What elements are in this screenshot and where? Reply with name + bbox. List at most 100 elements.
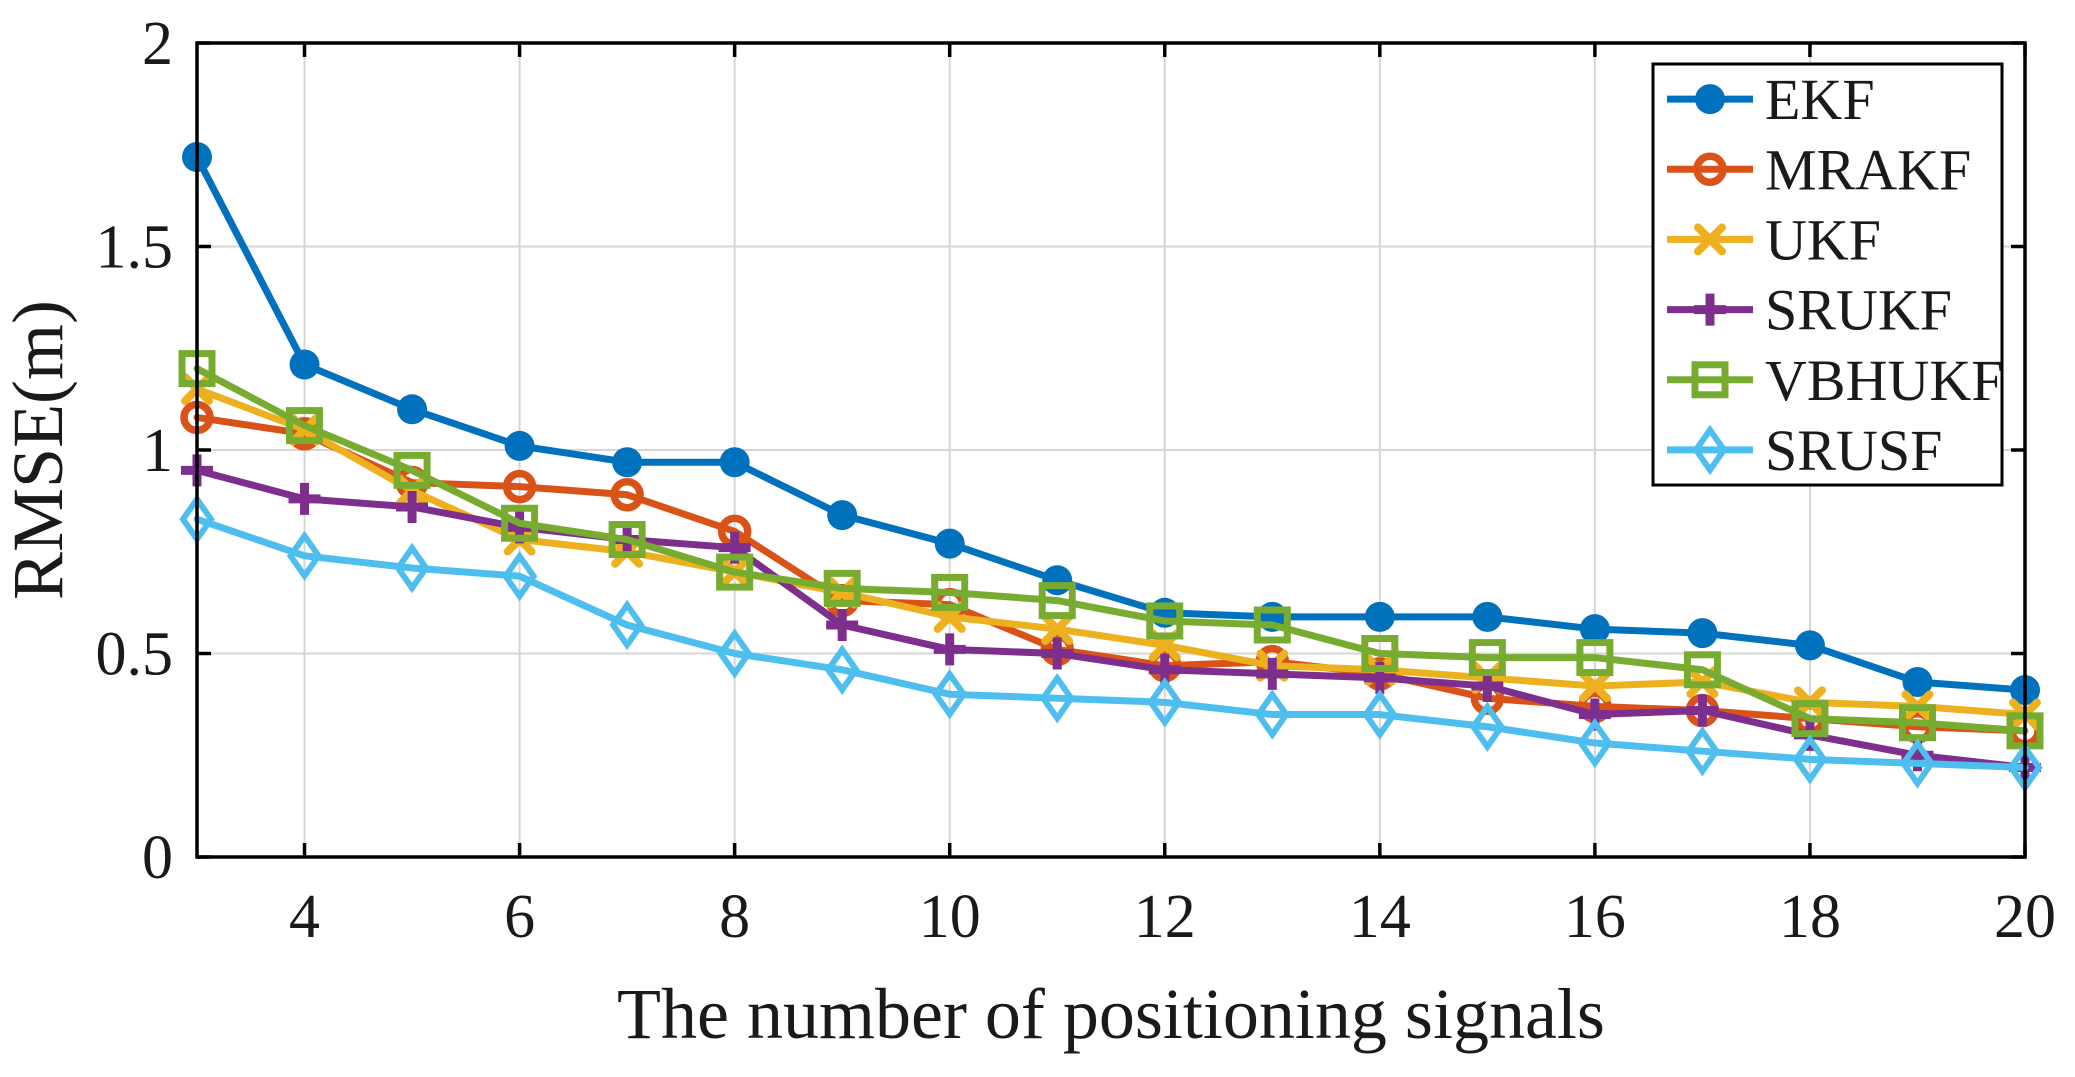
marker-open-diamond <box>1254 689 1290 740</box>
legend-item-SRUSF: SRUSF <box>1667 418 1942 483</box>
marker-plus <box>933 633 966 666</box>
marker-open-diamond <box>286 530 323 582</box>
y-axis-label: RMSE(m) <box>0 300 78 600</box>
marker-open-square <box>1576 639 1614 677</box>
marker-open-square <box>1146 602 1184 640</box>
marker-open-diamond <box>1362 689 1398 740</box>
marker-open-diamond <box>1792 734 1828 785</box>
marker-filled-circle <box>397 394 428 425</box>
marker-filled-circle <box>827 500 858 531</box>
x-tick-label-6: 6 <box>504 883 535 951</box>
marker-filled-circle <box>1042 565 1073 596</box>
marker-open-square <box>1468 639 1506 677</box>
marker-open-diamond <box>394 542 430 594</box>
marker-open-diamond <box>932 668 968 720</box>
x-tick-label-16: 16 <box>1564 883 1626 951</box>
legend-label-SRUSF: SRUSF <box>1765 418 1942 483</box>
marker-x <box>1578 670 1611 703</box>
marker-open-square <box>608 521 646 559</box>
legend-item-SRUKF: SRUKF <box>1667 278 1952 343</box>
marker-open-circle <box>502 469 537 504</box>
marker-open-diamond <box>716 628 753 679</box>
y-tick-label-1: 1 <box>142 417 173 485</box>
marker-open-square <box>931 573 969 611</box>
marker-filled-circle <box>934 528 965 559</box>
series-EKF <box>182 141 2040 706</box>
legend-item-UKF: UKF <box>1667 207 1881 272</box>
marker-open-square <box>393 451 431 489</box>
marker-plus <box>826 609 859 642</box>
legend-label-MRAKF: MRAKF <box>1765 137 1971 202</box>
marker-plus <box>1694 293 1726 326</box>
marker-filled-circle <box>289 349 320 380</box>
marker-open-square <box>1683 651 1721 689</box>
x-tick-label-10: 10 <box>919 883 981 951</box>
marker-open-square <box>716 553 754 591</box>
y-tick-label-0: 0 <box>142 824 173 892</box>
y-tick-label-1.5: 1.5 <box>96 214 174 282</box>
marker-filled-circle <box>1695 84 1725 115</box>
marker-open-square <box>1898 704 1936 742</box>
marker-filled-circle <box>1902 666 1933 697</box>
line-EKF <box>193 153 2029 694</box>
marker-filled-circle <box>1364 601 1395 632</box>
legend-label-SRUKF: SRUKF <box>1765 278 1952 343</box>
marker-open-diamond <box>1147 677 1183 728</box>
legend-label-EKF: EKF <box>1765 67 1875 132</box>
marker-filled-circle <box>1794 630 1825 661</box>
tick-labels: 4 6 8 10 12 14 16 18 20 0 0.5 1 1.5 2 <box>96 10 2057 951</box>
marker-open-diamond <box>609 599 645 651</box>
marker-open-diamond <box>824 644 860 696</box>
x-tick-label-18: 18 <box>1779 883 1841 951</box>
marker-filled-circle <box>1472 601 1503 632</box>
marker-x <box>1041 613 1074 646</box>
marker-open-square <box>823 569 861 607</box>
marker-plus <box>1686 694 1719 727</box>
marker-open-diamond <box>1692 424 1728 476</box>
marker-open-square <box>1791 700 1829 738</box>
marker-open-diamond <box>1039 673 1075 724</box>
line-SRUSF <box>193 515 2029 771</box>
marker-filled-circle <box>1579 614 1610 645</box>
marker-open-diamond <box>501 550 538 602</box>
marker-filled-circle <box>612 447 643 478</box>
marker-open-circle <box>1693 152 1727 186</box>
x-tick-label-20: 20 <box>1994 883 2056 951</box>
marker-filled-circle <box>719 447 750 478</box>
series-SRUSF <box>179 493 2043 793</box>
x-axis-label: The number of positioning signals <box>617 974 1605 1054</box>
legend-item-EKF: EKF <box>1667 67 1875 132</box>
legend-label-VBHUKF: VBHUKF <box>1765 348 2004 413</box>
marker-open-diamond <box>1577 717 1613 769</box>
x-tick-label-12: 12 <box>1134 883 1196 951</box>
marker-open-square <box>1691 361 1729 399</box>
marker-open-square <box>501 504 539 542</box>
marker-plus <box>288 482 321 515</box>
x-tick-label-4: 4 <box>289 883 320 951</box>
marker-filled-circle <box>1687 618 1718 649</box>
marker-open-square <box>286 407 324 445</box>
marker-open-circle <box>610 478 644 512</box>
marker-open-square <box>1253 606 1291 644</box>
y-tick-label-2: 2 <box>142 10 173 78</box>
y-tick-label-0.5: 0.5 <box>96 621 174 689</box>
legend-label-UKF: UKF <box>1765 207 1881 272</box>
x-tick-label-14: 14 <box>1349 883 1411 951</box>
marker-open-square <box>1361 635 1399 672</box>
marker-x <box>1694 223 1726 256</box>
marker-open-diamond <box>1684 725 1721 777</box>
axes <box>195 41 2027 859</box>
legend-box <box>1651 62 2004 487</box>
marker-plus <box>396 490 429 523</box>
x-tick-label-8: 8 <box>719 883 750 951</box>
marker-filled-circle <box>504 430 535 461</box>
marker-open-square <box>1038 582 1076 620</box>
marker-plus <box>1256 657 1289 690</box>
legend-item-MRAKF: MRAKF <box>1667 137 1971 202</box>
marker-open-diamond <box>1469 701 1506 752</box>
marker-open-diamond <box>1899 738 1936 789</box>
marker-plus <box>1041 637 1074 670</box>
